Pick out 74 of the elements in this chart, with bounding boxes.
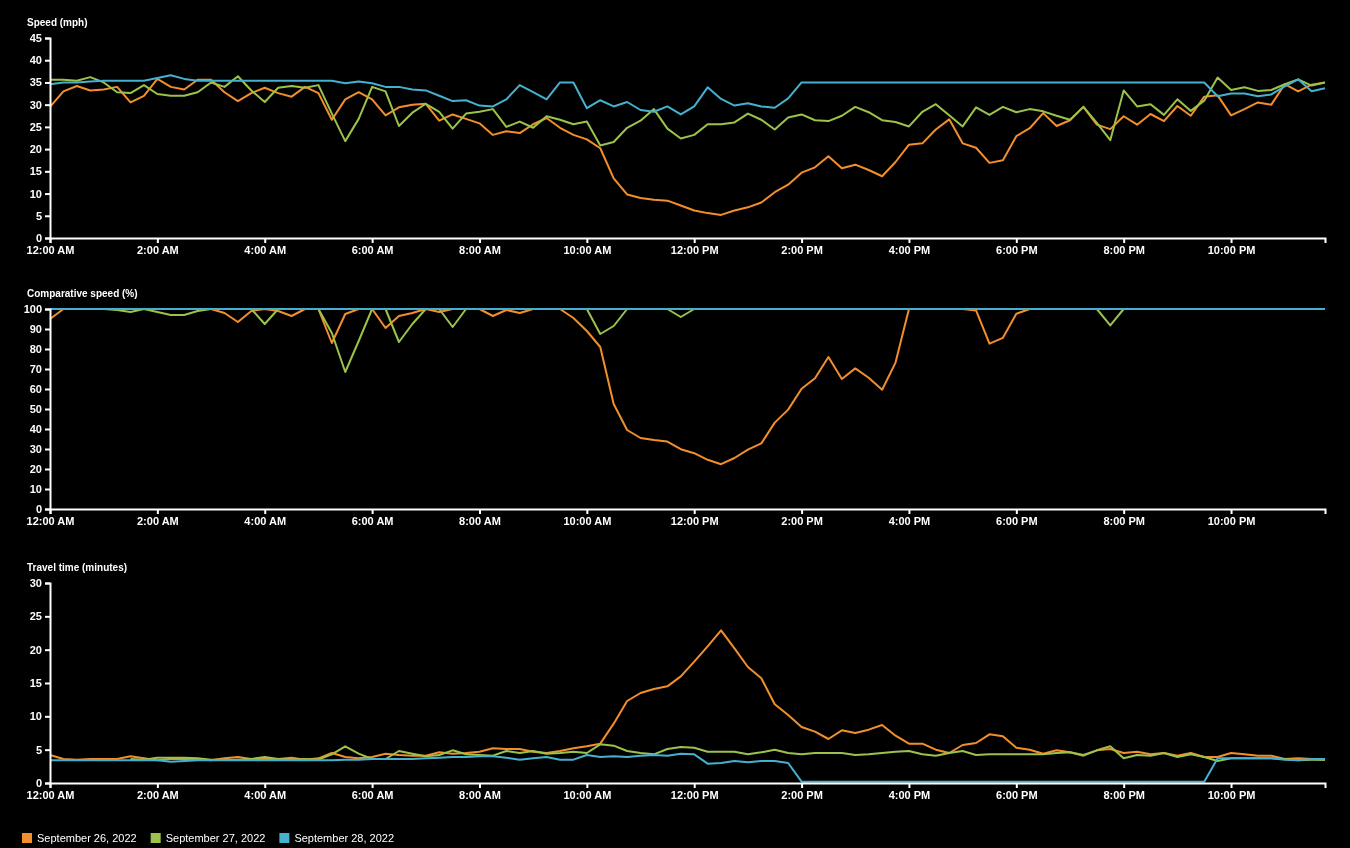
x-tick-label: 4:00 PM	[888, 514, 931, 527]
y-tick-label: 60	[29, 383, 42, 396]
y-tick-label: 25	[29, 610, 42, 623]
y-tick-label: 15	[29, 165, 42, 178]
y-tick-label: 0	[35, 503, 42, 516]
y-tick-label: 35	[29, 76, 42, 89]
y-tick-label: 70	[29, 363, 42, 376]
x-tick-label: 2:00 AM	[136, 243, 179, 256]
x-tick-label: 8:00 PM	[1103, 788, 1145, 801]
line-series	[49, 752, 1326, 783]
x-tick-label: 8:00 AM	[459, 788, 501, 801]
x-tick-label: 4:00 AM	[244, 243, 287, 256]
x-tick-label: 6:00 PM	[996, 243, 1038, 256]
y-tick-label: 90	[29, 323, 42, 336]
x-tick-label: 4:00 AM	[244, 788, 287, 801]
y-tick-label: 0	[35, 232, 42, 245]
y-tick-label: 20	[29, 143, 42, 156]
x-tick-label: 10:00 AM	[563, 788, 612, 801]
line-series	[49, 75, 1326, 147]
x-tick-label: 6:00 AM	[351, 243, 394, 256]
x-tick-label: 10:00 AM	[563, 243, 612, 256]
legend-label: September 26, 2022	[37, 832, 137, 844]
y-tick-label: 10	[29, 483, 42, 496]
x-tick-label: 2:00 AM	[136, 788, 179, 801]
x-tick-label: 2:00 PM	[781, 514, 823, 527]
x-tick-label: 12:00 PM	[670, 514, 719, 527]
x-tick-label: 2:00 PM	[781, 788, 823, 801]
line-series	[49, 74, 1326, 116]
x-tick-label: 8:00 PM	[1103, 243, 1145, 256]
x-tick-label: 4:00 PM	[888, 788, 931, 801]
x-tick-label: 8:00 AM	[459, 243, 501, 256]
y-axis-title: Comparative speed (%)	[27, 288, 138, 299]
legend-label: September 27, 2022	[165, 832, 266, 844]
y-tick-label: 0	[35, 777, 42, 790]
x-tick-label: 6:00 AM	[351, 514, 394, 527]
y-tick-label: 20	[29, 643, 42, 656]
y-tick-label: 5	[35, 209, 42, 222]
y-tick-label: 50	[29, 403, 42, 416]
x-tick-label: 10:00 PM	[1207, 788, 1256, 801]
x-tick-label: 6:00 AM	[351, 788, 394, 801]
y-tick-label: 80	[29, 343, 42, 356]
y-axis-title: Speed (mph)	[27, 17, 88, 28]
y-axis-title: Travel time (minutes)	[27, 562, 128, 573]
x-tick-label: 8:00 AM	[459, 514, 501, 527]
x-tick-label: 10:00 PM	[1207, 243, 1256, 256]
y-tick-label: 45	[29, 32, 42, 45]
x-tick-label: 2:00 AM	[136, 514, 179, 527]
x-tick-label: 12:00 AM	[26, 788, 75, 801]
x-tick-label: 12:00 PM	[670, 788, 719, 801]
x-tick-label: 8:00 PM	[1103, 514, 1145, 527]
y-tick-label: 20	[29, 463, 42, 476]
legend-label: September 28, 2022	[294, 832, 395, 844]
x-tick-label: 12:00 AM	[26, 514, 75, 527]
y-tick-label: 30	[29, 98, 42, 111]
y-tick-label: 10	[29, 187, 42, 200]
y-tick-label: 40	[29, 54, 42, 67]
y-tick-label: 100	[23, 303, 42, 316]
line-series	[129, 743, 1326, 762]
x-tick-label: 6:00 PM	[996, 788, 1038, 801]
x-tick-label: 2:00 PM	[781, 243, 823, 256]
x-tick-label: 4:00 PM	[888, 243, 931, 256]
y-tick-label: 25	[29, 120, 42, 133]
x-tick-label: 6:00 PM	[996, 514, 1038, 527]
y-tick-label: 10	[29, 710, 42, 723]
x-tick-label: 10:00 AM	[563, 514, 612, 527]
y-tick-label: 40	[29, 423, 42, 436]
x-tick-label: 10:00 PM	[1207, 514, 1256, 527]
y-tick-label: 30	[29, 577, 42, 590]
x-tick-label: 12:00 PM	[670, 243, 719, 256]
x-tick-label: 12:00 AM	[26, 243, 75, 256]
y-tick-label: 5	[35, 743, 42, 756]
x-tick-label: 4:00 AM	[244, 514, 287, 527]
y-tick-label: 30	[29, 443, 42, 456]
y-tick-label: 15	[29, 677, 42, 690]
